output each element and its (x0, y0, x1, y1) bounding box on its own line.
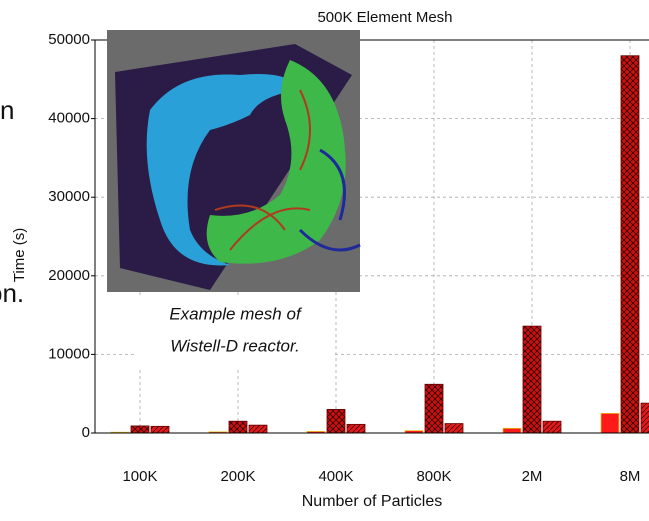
bar (346, 423, 366, 434)
mesh-ring (146, 74, 300, 266)
bar (600, 412, 620, 434)
bar (326, 409, 346, 434)
bar (620, 55, 640, 434)
bar (502, 427, 522, 434)
y-tick-label: 30000 (48, 188, 90, 205)
y-tick-label: 20000 (48, 267, 90, 284)
bar (522, 325, 542, 434)
mesh-lines (214, 89, 311, 251)
bar (248, 424, 268, 434)
inset-caption: Example mesh of (169, 304, 303, 323)
x-axis-label: Number of Particles (302, 493, 443, 510)
x-tick-label: 100K (122, 468, 157, 485)
cropped-text: on. (0, 278, 24, 308)
inset-caption: Wistell-D reactor. (170, 336, 300, 355)
y-tick-label: 40000 (48, 110, 90, 127)
cropped-text: n (0, 95, 14, 125)
y-tick-label: 50000 (48, 31, 90, 48)
chart-title: 500K Element Mesh (317, 9, 452, 26)
mesh-lines (298, 148, 361, 252)
x-tick-label: 2M (522, 468, 543, 485)
y-tick-label: 0 (82, 424, 90, 441)
bar (444, 423, 464, 434)
bar (150, 425, 170, 434)
mesh-ring (206, 60, 346, 264)
bar (640, 402, 649, 434)
bar (130, 425, 150, 434)
x-tick-label: 400K (318, 468, 353, 485)
x-tick-label: 8M (620, 468, 641, 485)
inset-image (107, 30, 361, 292)
x-tick-label: 200K (220, 468, 255, 485)
y-axis-label: Time (s) (11, 228, 28, 282)
y-tick-label: 10000 (48, 345, 90, 362)
x-tick-label: 800K (416, 468, 451, 485)
bar (542, 420, 562, 434)
caption-box (135, 298, 335, 370)
bar (228, 420, 248, 434)
bar (424, 383, 444, 434)
